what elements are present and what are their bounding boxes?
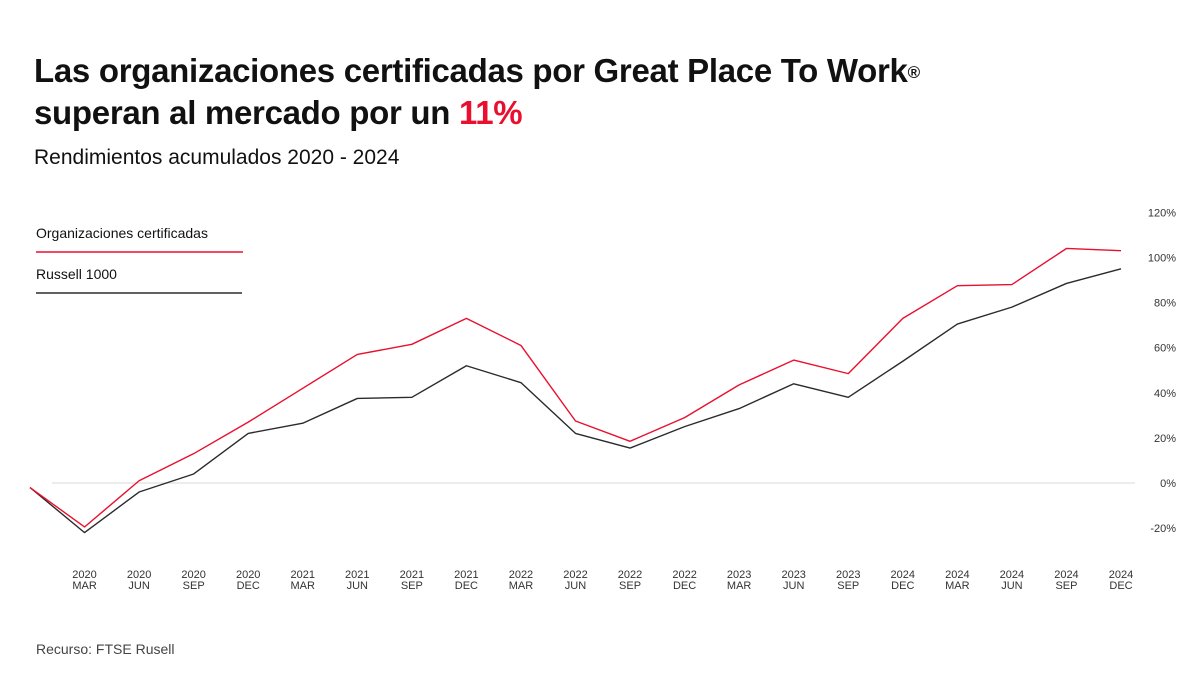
x-tick-label: 2022 MAR: [509, 569, 534, 592]
x-tick-label: 2023 MAR: [727, 569, 752, 592]
y-tick-label: 60%: [1154, 343, 1176, 355]
x-tick-label: 2021 SEP: [400, 569, 424, 592]
x-tick-label: 2022 SEP: [618, 569, 642, 592]
x-tick-label: 2024 DEC: [891, 569, 915, 592]
title-line-1: Las organizaciones certificadas por Grea…: [34, 52, 908, 89]
x-tick-label: 2020 DEC: [236, 569, 260, 592]
chart-title: Las organizaciones certificadas por Grea…: [34, 50, 920, 134]
x-tick-label: 2021 JUN: [345, 569, 369, 592]
x-tick-label: 2024 SEP: [1054, 569, 1078, 592]
legend-label-russell: Russell 1000: [36, 266, 117, 282]
y-tick-label: -20%: [1150, 523, 1176, 535]
title-highlight: 11%: [458, 94, 523, 131]
x-tick-label: 2021 MAR: [291, 569, 316, 592]
y-tick-label: 120%: [1148, 207, 1176, 219]
x-tick-label: 2024 JUN: [1000, 569, 1024, 592]
x-tick-label: 2022 JUN: [563, 569, 587, 592]
x-tick-label: 2020 SEP: [181, 569, 205, 592]
x-tick-label: 2020 JUN: [127, 569, 151, 592]
x-tick-label: 2022 DEC: [672, 569, 696, 592]
x-tick-label: 2024 MAR: [945, 569, 970, 592]
y-tick-label: 80%: [1154, 298, 1176, 310]
y-tick-label: 20%: [1154, 433, 1176, 445]
y-tick-label: 0%: [1160, 478, 1176, 490]
chart-subtitle: Rendimientos acumulados 2020 - 2024: [34, 146, 400, 169]
y-tick-label: 40%: [1154, 388, 1176, 400]
series-line-certified: [29, 247, 1122, 528]
x-tick-label: 2021 DEC: [454, 569, 478, 592]
x-tick-label: 2023 SEP: [836, 569, 860, 592]
series-line-russell: [29, 268, 1122, 534]
x-tick-label: 2024 DEC: [1109, 569, 1133, 592]
title-line-2: superan al mercado por un: [34, 94, 459, 131]
x-tick-label: 2020 MAR: [72, 569, 97, 592]
source-note: Recurso: FTSE Rusell: [36, 641, 175, 657]
y-tick-label: 100%: [1148, 253, 1176, 265]
registered-mark: ®: [907, 63, 921, 82]
legend-label-certified: Organizaciones certificadas: [36, 225, 208, 241]
x-tick-label: 2023 JUN: [781, 569, 805, 592]
